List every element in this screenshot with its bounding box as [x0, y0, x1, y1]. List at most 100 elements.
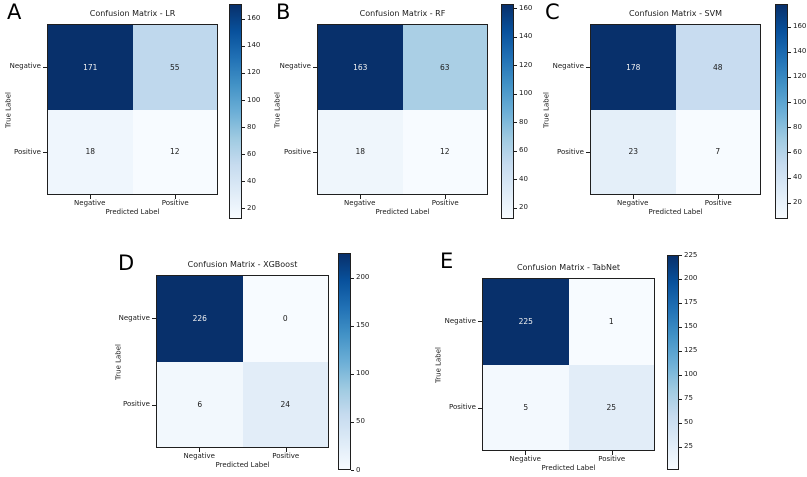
y-tick-mark — [313, 66, 317, 68]
colorbar-tick-mark — [351, 470, 354, 471]
colorbar-tick-label: 20 — [519, 203, 528, 212]
heatmap-cell: 163 — [318, 25, 403, 110]
colorbar-tick-mark — [242, 45, 245, 47]
x-tick-mark — [611, 451, 613, 455]
colorbar-tick-mark — [514, 65, 517, 67]
y-tick-label: Negative — [9, 62, 41, 71]
heatmap-cell: 226 — [157, 276, 243, 362]
cell-value: 12 — [439, 147, 450, 156]
colorbar-tick-mark — [242, 18, 245, 20]
panel-d: D Confusion Matrix - XGBoost 226 0 6 24 Negati… — [110, 245, 390, 477]
heatmap-cell: 48 — [675, 25, 760, 110]
cell-value: 225 — [518, 317, 533, 326]
heatmap-cell: 0 — [242, 276, 328, 362]
colorbar-tick-mark — [242, 127, 245, 129]
x-axis-label: Predicted Label — [215, 461, 270, 469]
x-tick-label: Positive — [161, 199, 189, 207]
heatmap-cell: 24 — [242, 361, 328, 447]
x-tick-label: Negative — [509, 455, 541, 463]
cell-value: 23 — [628, 147, 639, 156]
colorbar-tick-mark — [788, 127, 791, 129]
y-tick-label: Negative — [552, 62, 584, 71]
x-tick-mark — [445, 195, 447, 199]
colorbar-tick-mark — [514, 207, 517, 209]
colorbar-tick-mark — [242, 72, 245, 74]
x-tick-mark — [718, 195, 720, 199]
cell-value: 25 — [606, 402, 617, 412]
x-tick-mark — [285, 448, 287, 452]
y-tick-mark — [586, 152, 590, 154]
cell-value: 178 — [626, 62, 641, 72]
y-axis-label: True Label — [273, 91, 282, 128]
colorbar-tick-mark — [242, 154, 245, 156]
colorbar-tick-label: 140 — [247, 41, 261, 50]
colorbar-tick-label: 120 — [247, 68, 261, 77]
colorbar-tick-label: 100 — [684, 370, 698, 379]
colorbar-tick-mark — [679, 374, 682, 376]
colorbar-tick-label: 150 — [356, 321, 370, 330]
y-tick-mark — [43, 152, 47, 154]
heatmap: 163 63 18 12 — [317, 24, 488, 195]
y-tick-label: Positive — [123, 400, 150, 409]
colorbar-tick-label: 100 — [519, 89, 533, 98]
x-tick-mark — [199, 448, 201, 452]
x-tick-mark — [89, 195, 91, 199]
colorbar-tick-label: 60 — [247, 149, 256, 158]
y-tick-label: Negative — [118, 313, 150, 322]
colorbar-tick-mark — [788, 76, 791, 78]
x-tick-label: Negative — [344, 199, 376, 207]
colorbar — [338, 253, 351, 470]
heatmap: 171 55 18 12 — [47, 24, 218, 195]
colorbar-tick-mark — [242, 181, 245, 183]
y-tick-mark — [478, 407, 482, 409]
colorbar — [775, 4, 788, 219]
colorbar-tick-mark — [351, 325, 354, 327]
y-tick-label: Positive — [449, 403, 476, 412]
colorbar-tick-mark — [514, 150, 517, 152]
heatmap-cell: 63 — [402, 25, 487, 110]
heatmap-cell: 18 — [318, 109, 403, 194]
y-tick-label: Negative — [444, 316, 476, 325]
colorbar-tick-mark — [788, 177, 791, 179]
cell-value: 171 — [83, 62, 98, 72]
heatmap-cell: 12 — [402, 109, 487, 194]
colorbar-tick-label: 120 — [793, 72, 807, 81]
heatmap-cell: 6 — [157, 361, 243, 447]
y-tick-label: Positive — [284, 147, 311, 156]
x-tick-mark — [525, 451, 527, 455]
y-tick-mark — [313, 152, 317, 154]
panel-letter-b: B — [276, 0, 291, 24]
colorbar-tick-mark — [351, 277, 354, 279]
colorbar — [667, 255, 679, 470]
colorbar-tick-label: 225 — [684, 250, 698, 259]
cell-value: 6 — [197, 399, 203, 409]
cell-value: 18 — [355, 147, 366, 156]
colorbar-tick-mark — [788, 26, 791, 28]
x-tick-label: Positive — [272, 452, 300, 460]
colorbar-tick-mark — [788, 102, 791, 104]
colorbar-tick-mark — [679, 422, 682, 424]
colorbar-tick-mark — [514, 93, 517, 95]
y-tick-label: Positive — [557, 147, 584, 156]
colorbar-tick-label: 20 — [793, 198, 802, 207]
colorbar-tick-mark — [679, 446, 682, 448]
colorbar-tick-label: 80 — [247, 122, 256, 131]
chart-title: Confusion Matrix - XGBoost — [187, 260, 298, 269]
colorbar-tick-label: 120 — [519, 60, 533, 69]
colorbar-tick-label: 100 — [793, 97, 807, 106]
colorbar-tick-label: 60 — [519, 146, 528, 155]
heatmap-cell: 225 — [483, 279, 569, 365]
x-tick-mark — [175, 195, 177, 199]
heatmap-cell: 18 — [48, 109, 133, 194]
x-tick-label: Positive — [704, 199, 732, 207]
colorbar-tick-mark — [679, 398, 682, 400]
panel-letter-e: E — [440, 249, 454, 273]
x-axis-label: Predicted Label — [648, 208, 703, 216]
y-axis-label: True Label — [4, 91, 13, 128]
cell-value: 163 — [353, 62, 368, 72]
chart-title: Confusion Matrix - LR — [89, 9, 176, 18]
x-tick-label: Negative — [74, 199, 106, 207]
panel-letter-d: D — [118, 251, 135, 275]
y-tick-mark — [152, 404, 156, 406]
